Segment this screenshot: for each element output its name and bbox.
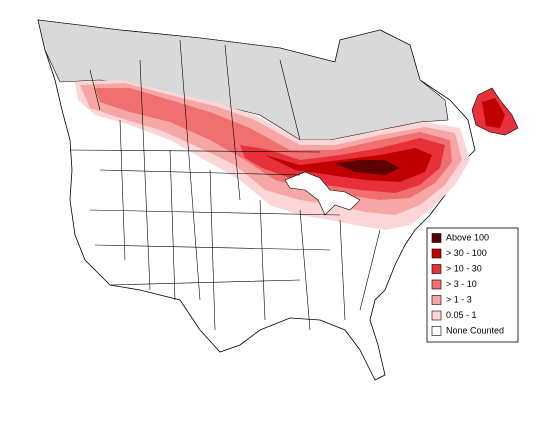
legend-label: > 30 - 100 [446, 248, 487, 258]
great-lakes [284, 171, 361, 216]
legend-label: > 10 - 30 [446, 263, 482, 273]
legend: Above 100 > 30 - 100 > 10 - 30 > 3 - 10 > 1 … [431, 232, 504, 336]
legend-swatch [431, 248, 442, 259]
legend-box [426, 227, 519, 343]
legend-label: Above 100 [446, 232, 489, 242]
legend-swatch [431, 279, 442, 290]
legend-swatch [431, 233, 442, 243]
legend-swatch [431, 310, 442, 321]
legend-label: > 1 - 3 [446, 294, 472, 304]
legend-swatch [431, 295, 442, 305]
range-top [335, 160, 400, 175]
legend-label: None Counted [446, 325, 504, 335]
legend-label: > 3 - 10 [446, 279, 477, 289]
legend-swatch [431, 326, 442, 336]
legend-label: 0.05 - 1 [446, 310, 477, 320]
boundaries [69, 39, 381, 331]
newfoundland-core [482, 98, 505, 128]
legend-swatch [431, 264, 442, 274]
